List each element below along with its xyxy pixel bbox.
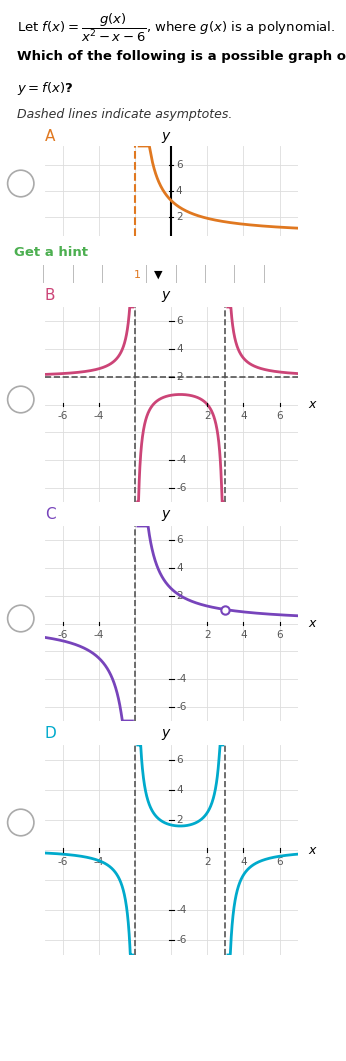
Text: y: y [161,507,170,521]
Text: 2: 2 [204,856,211,867]
Text: 6: 6 [276,856,283,867]
Text: 1: 1 [134,269,141,280]
Text: 2: 2 [177,591,183,601]
Text: 2: 2 [204,411,211,421]
Text: -6: -6 [58,856,68,867]
Text: -4: -4 [94,411,104,421]
Text: C: C [45,507,56,522]
Text: -6: -6 [58,630,68,640]
Text: -6: -6 [177,702,187,712]
Text: Get a hint: Get a hint [14,246,88,259]
Text: -6: -6 [177,483,187,493]
Text: B: B [45,288,55,303]
Text: 4: 4 [177,562,183,573]
Text: ▼: ▼ [154,269,162,280]
Text: 6: 6 [276,630,283,640]
Text: x: x [308,843,316,856]
Text: x: x [308,398,316,411]
Text: 6: 6 [177,316,183,326]
Text: 4: 4 [176,186,182,196]
Text: Which of the following is a possible graph of: Which of the following is a possible gra… [17,50,346,63]
Text: -6: -6 [177,935,187,945]
Text: -4: -4 [177,674,187,684]
Text: A: A [45,128,55,144]
Text: y: y [161,726,170,740]
Text: 2: 2 [177,371,183,382]
Text: 6: 6 [177,755,183,765]
Text: 6: 6 [177,535,183,545]
Text: 6: 6 [176,160,182,170]
Text: D: D [45,726,57,741]
Text: 4: 4 [240,856,247,867]
Text: 4: 4 [177,785,183,795]
Text: 4: 4 [240,411,247,421]
Text: 6: 6 [276,411,283,421]
Text: 4: 4 [177,344,183,353]
Text: -4: -4 [94,630,104,640]
Text: Let $f(x) = \dfrac{g(x)}{x^2 - x - 6}$, where $g(x)$ is a polynomial.: Let $f(x) = \dfrac{g(x)}{x^2 - x - 6}$, … [17,12,335,45]
Text: -4: -4 [177,455,187,465]
Text: -4: -4 [94,856,104,867]
Text: y: y [161,128,170,143]
Text: $y = f(x)$?: $y = f(x)$? [17,81,73,98]
Text: -4: -4 [177,905,187,915]
Text: 2: 2 [176,212,182,222]
Text: Dashed lines indicate asymptotes.: Dashed lines indicate asymptotes. [17,107,232,121]
Text: x: x [308,618,316,630]
Text: -6: -6 [58,411,68,421]
Text: 2: 2 [204,630,211,640]
Text: 4: 4 [240,630,247,640]
Text: y: y [161,288,170,302]
Text: 2: 2 [177,815,183,825]
